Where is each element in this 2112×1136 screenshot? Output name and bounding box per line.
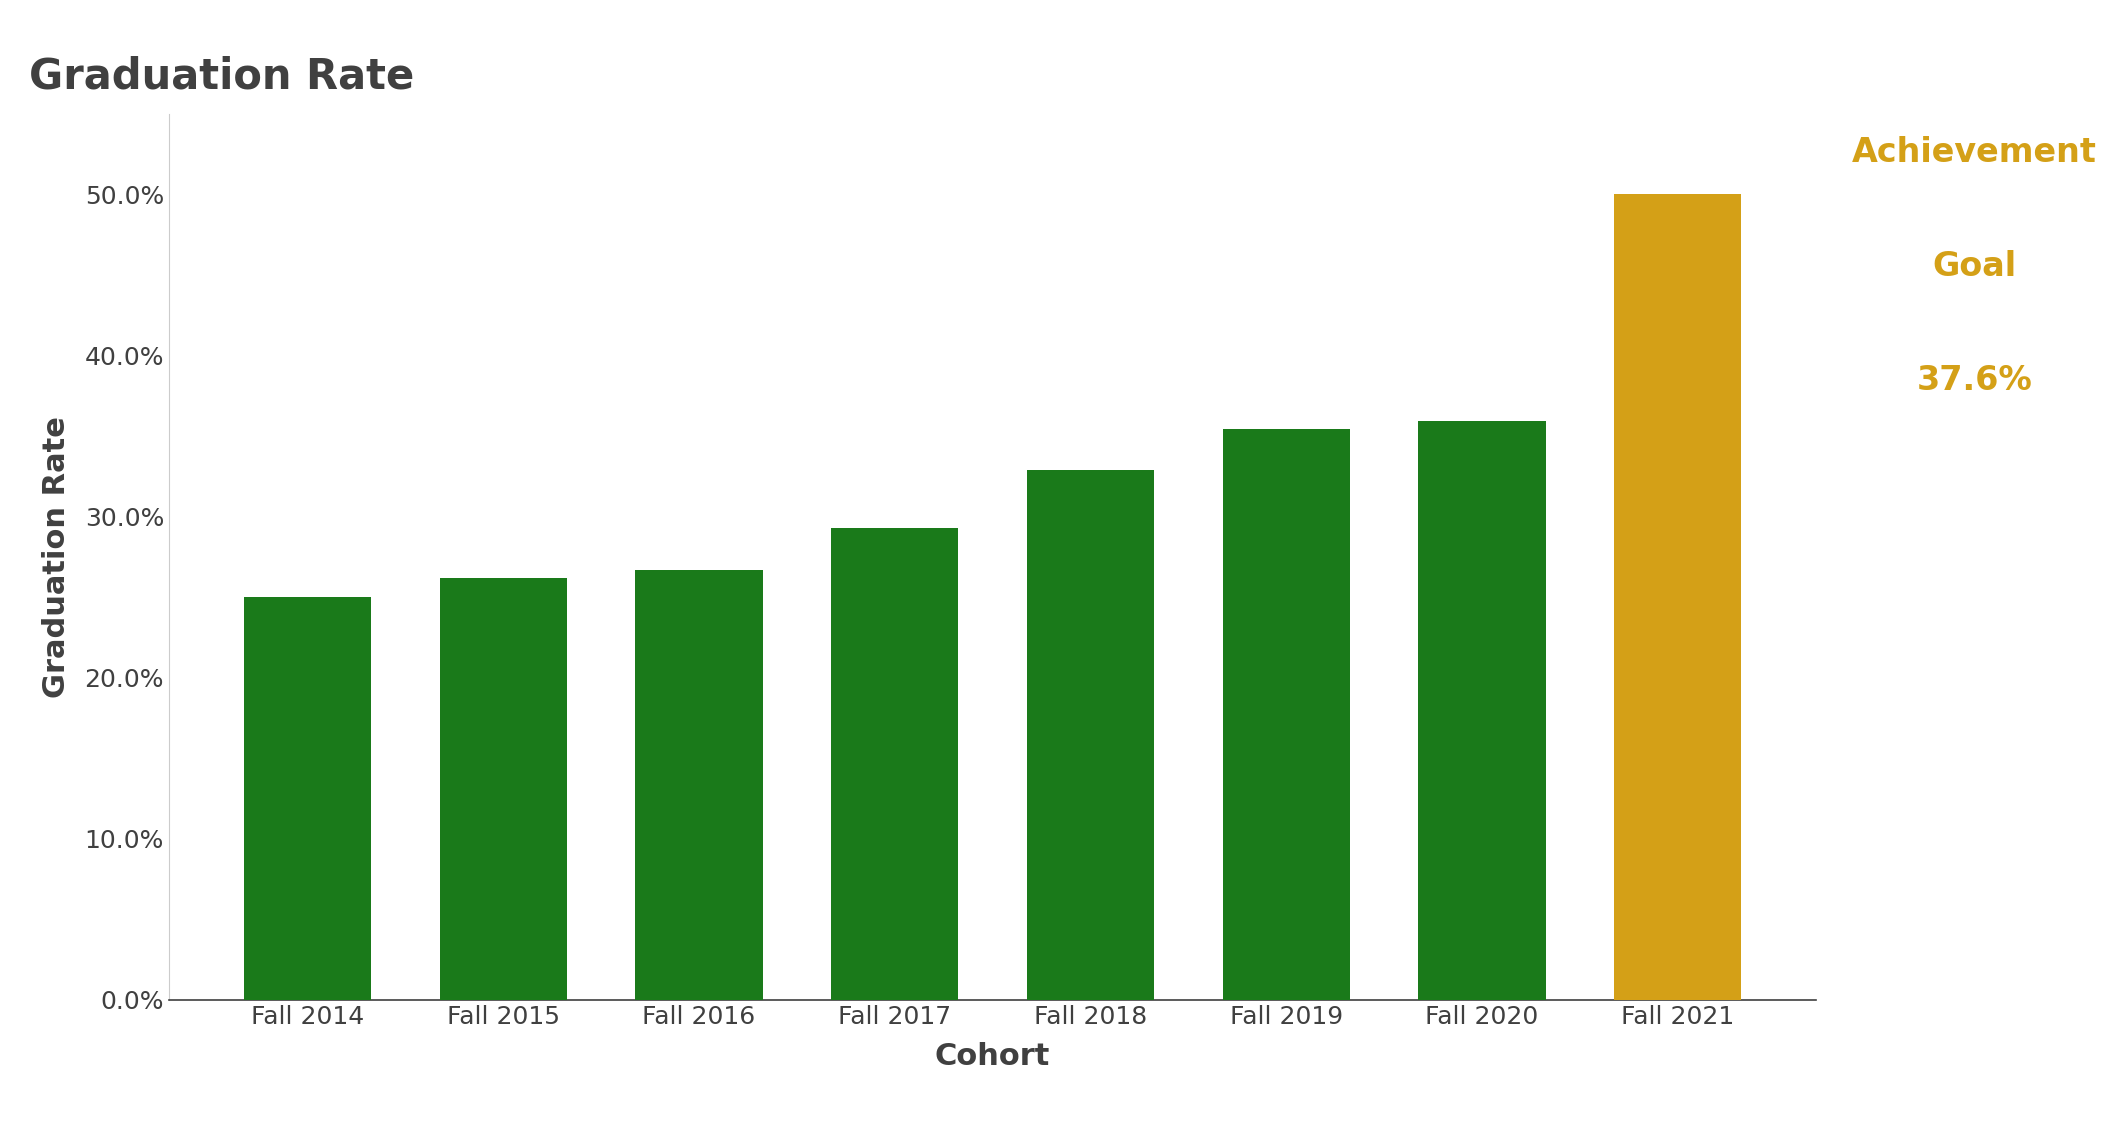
Bar	[1223, 429, 1350, 1000]
Bar	[636, 569, 762, 1000]
Text: 35.9%: 35.9%	[1436, 434, 1527, 460]
Bar	[439, 577, 566, 1000]
Text: 37.6%: 37.6%	[1918, 364, 2032, 396]
Bar	[832, 527, 959, 1000]
Bar	[243, 596, 372, 1000]
Text: Achievement: Achievement	[1852, 136, 2097, 169]
Text: Graduation Rate: Graduation Rate	[30, 56, 414, 98]
Text: 35.4%: 35.4%	[1240, 442, 1333, 468]
Bar	[1026, 469, 1153, 1000]
Text: Goal: Goal	[1932, 250, 2017, 283]
Bar	[1614, 194, 1742, 1000]
Text: 26.2%: 26.2%	[458, 591, 549, 617]
Text: 26.7%: 26.7%	[653, 583, 746, 609]
X-axis label: Cohort: Cohort	[936, 1043, 1050, 1071]
Text: 29.3%: 29.3%	[849, 541, 940, 567]
Text: 32.9%: 32.9%	[1045, 483, 1136, 509]
Y-axis label: Graduation Rate: Graduation Rate	[42, 416, 70, 698]
Bar	[1419, 421, 1546, 1000]
Text: 37.6%: 37.6%	[1633, 207, 1723, 233]
Text: 25.0%: 25.0%	[262, 610, 353, 636]
